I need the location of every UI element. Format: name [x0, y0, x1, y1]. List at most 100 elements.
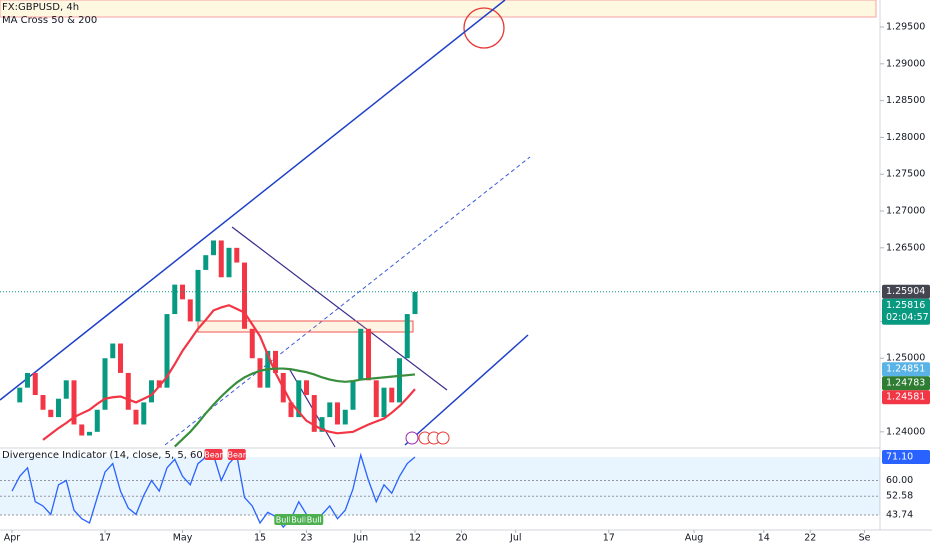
candle: [273, 350, 279, 373]
candle: [195, 269, 201, 322]
x-tick-label: Se: [859, 533, 871, 544]
candle: [211, 240, 217, 256]
x-tick-label: 12: [409, 533, 421, 544]
indicator-title: Divergence Indicator (14, close, 5, 5, 6…: [2, 450, 220, 461]
candle: [79, 424, 85, 436]
candle: [133, 409, 139, 425]
candle: [141, 402, 147, 425]
candle: [342, 409, 348, 425]
signal-badge: [289, 514, 308, 525]
x-tick-label: 20: [455, 533, 467, 544]
candle: [311, 395, 317, 432]
highlight-circle: [463, 7, 505, 49]
x-tick-label: 23: [300, 533, 312, 544]
price-tag: [882, 284, 930, 299]
x-tick-label: 17: [603, 533, 615, 544]
signal-label: Bull: [276, 516, 291, 525]
y-tick-label: 1.29000: [886, 58, 925, 69]
price-tag: [882, 298, 930, 325]
candle: [40, 395, 46, 410]
candle: [350, 380, 356, 410]
price-tag-label: 1.24783: [886, 378, 925, 389]
candle: [110, 343, 116, 359]
y-tick-label: 1.25000: [886, 353, 925, 364]
y-tick-label: 1.28500: [886, 95, 925, 106]
signal-badge: [305, 514, 324, 525]
candle: [296, 380, 302, 418]
moving-average: [42, 304, 416, 441]
candle: [358, 328, 364, 381]
x-tick-label: Apr: [4, 533, 21, 544]
channel-mid: [164, 156, 531, 446]
candle: [366, 328, 372, 381]
candle: [48, 409, 54, 418]
candle: [218, 240, 224, 278]
candle: [404, 314, 410, 359]
channel-top: [0, 0, 506, 401]
resistance-box: [197, 320, 414, 333]
price-tag-label: 1.24851: [886, 364, 925, 375]
channel-bottom: [404, 334, 529, 446]
candle: [304, 380, 310, 396]
candle: [32, 372, 38, 396]
indicator-tick-label: 52.58: [886, 491, 913, 502]
candle: [149, 380, 155, 403]
x-tick-label: 17: [99, 533, 111, 544]
candle: [17, 387, 23, 403]
signal-label: Bear: [227, 451, 246, 460]
candle: [319, 417, 325, 432]
candle: [397, 358, 403, 403]
price-tag-label: 1.25816: [886, 300, 925, 311]
candle: [63, 380, 69, 399]
x-tick-label: Jul: [509, 533, 521, 544]
y-tick-label: 1.24000: [886, 426, 925, 437]
candle: [187, 299, 193, 322]
trend-line: [231, 226, 448, 391]
price-tag-label: 1.25904: [886, 286, 925, 297]
symbol-title: FX:GBPUSD, 4h: [2, 2, 79, 13]
candle: [125, 372, 131, 410]
x-tick-label: Aug: [685, 533, 704, 544]
signal-badge: [204, 449, 223, 460]
candle: [381, 387, 387, 418]
indicator-tag: [882, 449, 930, 464]
candle: [234, 247, 240, 263]
candle: [56, 398, 62, 418]
indicator-tag-label: 71.10: [886, 451, 913, 462]
y-tick-label: 1.27500: [886, 169, 925, 180]
candle: [25, 372, 31, 388]
candle: [327, 402, 333, 418]
icon: [405, 431, 419, 445]
candle: [226, 247, 232, 278]
y-tick-label: 1.29500: [886, 22, 925, 33]
indicator-tick-label: 60.00: [886, 475, 913, 486]
candle: [87, 431, 93, 436]
x-tick-label: 14: [758, 533, 770, 544]
candle: [118, 343, 124, 373]
candle: [203, 255, 209, 270]
x-tick-label: May: [173, 533, 193, 544]
price-tag: [882, 376, 930, 391]
price-tag: [882, 362, 930, 377]
candle: [172, 284, 178, 315]
candle: [335, 402, 341, 425]
zone-box: [0, 0, 877, 18]
candle: [389, 387, 395, 403]
y-tick-label: 1.27000: [886, 206, 925, 217]
event-icons: [405, 431, 450, 445]
moving-average: [174, 367, 416, 448]
indicator-tick-label: 43.74: [886, 509, 913, 520]
candle: [412, 291, 418, 315]
candle: [242, 262, 248, 329]
price-tag-label: 1.24581: [886, 392, 925, 403]
candle: [102, 358, 108, 410]
x-tick-label: 22: [804, 533, 816, 544]
x-tick-label: 15: [254, 533, 266, 544]
signal-badge: [274, 514, 293, 525]
y-tick-label: 1.26500: [886, 242, 925, 253]
candle: [156, 380, 162, 388]
signal-badge: [227, 449, 246, 460]
candle: [164, 314, 170, 388]
